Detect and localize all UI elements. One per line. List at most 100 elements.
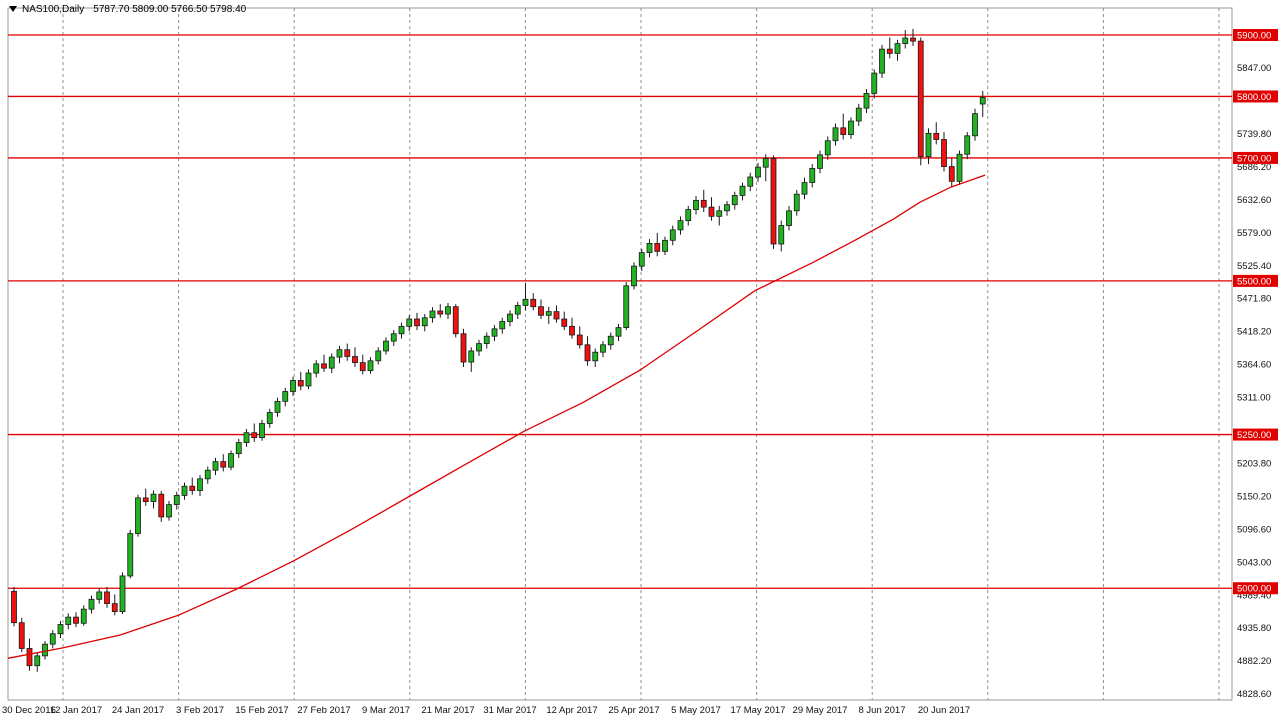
candle [367,357,374,374]
candle-body-up [274,400,281,413]
candle [793,189,800,216]
candle [956,150,963,185]
grid-layer [62,8,1220,700]
candle-body-up [631,265,637,287]
candle-body-up [964,135,971,155]
candle-body-up [375,350,382,362]
candle-body-up [383,340,389,352]
candle [243,429,250,447]
candle [398,322,405,339]
candle [569,317,575,339]
x-axis-date-label: 5 May 2017 [671,705,721,716]
candle-body-up [747,176,754,187]
candle [778,220,785,252]
candle-body-up [499,321,506,330]
candle [406,315,413,332]
candle [592,348,599,367]
x-axis-date-label: 15 Feb 2017 [235,705,288,716]
candle [235,438,242,458]
candle-body-up [724,204,730,212]
candle [452,304,459,338]
candle [886,37,893,59]
candle [173,491,180,510]
candle-body-up [824,140,831,156]
candle [739,182,746,201]
candle-body-down [708,206,715,217]
candle-body-down [910,37,916,42]
candle-body-down [569,325,575,336]
candle-body-down [584,344,591,362]
candle [933,122,940,145]
candle [840,113,847,140]
candle-body-up [817,154,823,169]
candle [150,490,157,509]
x-axis-date-label: 20 Jun 2017 [918,705,970,716]
candle-body-down [770,158,777,245]
levels-layer[interactable] [8,34,1232,589]
candle-body-up [181,485,188,496]
level-price-label-bg [1233,28,1278,41]
candle-body-up [119,575,126,613]
candle [42,641,48,660]
candle [49,630,56,649]
x-axis-date-label: 29 May 2017 [793,705,848,716]
candle-body-up [762,158,769,168]
candle [576,326,583,349]
y-axis-tick-label: 5418.20 [1237,327,1271,338]
candle [545,306,552,324]
candle [220,454,227,472]
candle [142,488,149,506]
x-axis-date-label: 21 Mar 2017 [421,705,474,716]
candle-body-down [251,432,258,439]
y-axis-tick-label: 5579.00 [1237,228,1271,239]
y-axis-tick-label: 5471.80 [1237,294,1271,305]
x-axis-date-label: 9 Mar 2017 [362,705,410,716]
candle-body-up [336,349,343,358]
candle [530,293,537,311]
candle-body-down [460,333,467,363]
level-price-label-bg [1233,151,1278,164]
y-axis-tick-label: 4882.20 [1237,656,1271,667]
candle-body-down [26,648,33,667]
candle [863,89,870,114]
x-axis-date-label: 30 Dec 2016 [2,705,56,716]
candle-body-up [894,43,901,54]
candle [623,282,630,331]
candle-body-down [948,166,955,182]
candle-body-up [96,591,103,600]
candle-body-up [716,210,723,217]
candle [879,44,885,79]
y-axis-tick-label: 5043.00 [1237,557,1271,568]
candle-body-up [646,242,653,254]
candle-body-up [925,132,932,158]
candle [662,236,668,256]
candle-body-up [34,655,41,667]
ohlc-values: 5787.70 5809.00 5766.50 5798.40 [93,4,247,15]
candle [328,353,335,374]
candle-body-down [886,48,893,54]
x-axis-date-label: 12 Jan 2017 [50,705,102,716]
candle [437,304,444,318]
candle-body-up [57,624,64,635]
candle-body-up [623,285,630,328]
candle-body-up [855,107,862,122]
candle-body-up [522,298,529,306]
candle-body-down [941,139,947,167]
candle-body-up [514,305,521,315]
candle-body-down [352,356,358,364]
candle [127,529,134,579]
candle-body-down [553,311,560,320]
candle-body-up [778,225,785,245]
level-price-label: 5800.00 [1237,92,1271,103]
candle-body-up [739,185,746,196]
candle [88,595,95,614]
candle [615,323,622,342]
candle [166,500,172,521]
candle [553,305,560,323]
candle [522,282,529,311]
x-axis-date-label: 24 Jan 2017 [112,705,164,716]
candle [669,225,676,246]
candle [421,314,428,332]
